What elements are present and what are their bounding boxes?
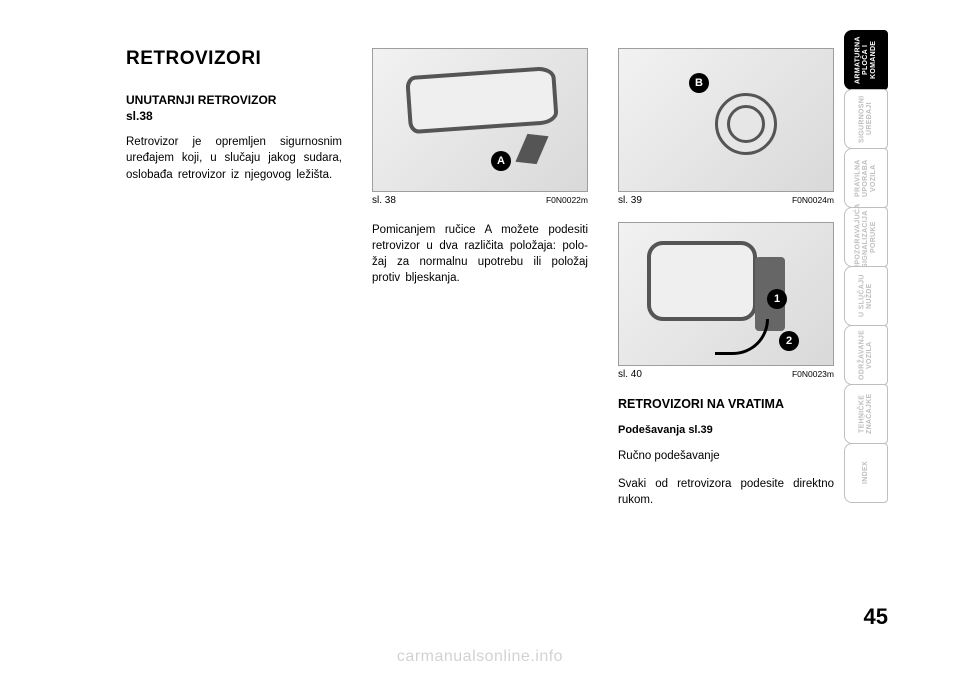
figure-40-bubble-1: 1: [767, 289, 787, 309]
section1-heading-l1: UNUTARNJI RETROVIZOR: [126, 93, 276, 107]
figure-39-image: B: [618, 48, 834, 192]
figure-39-label: sl. 39: [618, 195, 642, 206]
section1-heading-l2: sl.38: [126, 109, 153, 123]
tab-armaturna[interactable]: ARMATURNA PLOČA I KOMANDE: [844, 30, 888, 90]
tab-pravilna[interactable]: PRAVILNA UPORABA VOZILA: [844, 148, 888, 208]
figure-40: 1 2 sl. 40 F0N0023m: [618, 222, 834, 380]
watermark: carmanualsonline.info: [397, 648, 563, 666]
tab-index[interactable]: INDEX: [844, 443, 888, 503]
figure-39-caption: sl. 39 F0N0024m: [618, 195, 834, 206]
column-2: A sl. 38 F0N0022m Pomicanjem ručice A mo…: [372, 48, 588, 520]
figure-40-caption: sl. 40 F0N0023m: [618, 369, 834, 380]
content-columns: RETROVIZORI UNUTARNJI RETROVIZOR sl.38 R…: [126, 48, 840, 520]
manual-page: RETROVIZORI UNUTARNJI RETROVIZOR sl.38 R…: [0, 0, 960, 678]
figure-39-bubble-b: B: [689, 73, 709, 93]
figure-38: A sl. 38 F0N0022m: [372, 48, 588, 206]
tab-tehnicke[interactable]: TEHNIČKE ZNAČAJKE: [844, 384, 888, 444]
column-3: B sl. 39 F0N0024m 1 2 sl. 40: [618, 48, 834, 520]
figure-38-label: sl. 38: [372, 195, 396, 206]
tab-sigurnosni[interactable]: SIGURNOSNI UREĐAJI: [844, 89, 888, 149]
figure-40-code: F0N0023m: [792, 369, 834, 380]
section2-sub: Podešavanja sl.39: [618, 423, 834, 438]
figure-39: B sl. 39 F0N0024m: [618, 48, 834, 206]
figure-40-image: 1 2: [618, 222, 834, 366]
side-tabs: ARMATURNA PLOČA I KOMANDE SIGURNOSNI URE…: [844, 30, 888, 502]
column-1: RETROVIZORI UNUTARNJI RETROVIZOR sl.38 R…: [126, 48, 342, 520]
section1-body: Retrovizor je opremljen sigurnosnim uređ…: [126, 134, 342, 182]
figure-39-code: F0N0024m: [792, 195, 834, 206]
figure-38-code: F0N0022m: [546, 195, 588, 206]
mid-paragraph: Pomicanjem ručice A možete podesiti retr…: [372, 222, 588, 286]
section1-heading: UNUTARNJI RETROVIZOR sl.38: [126, 92, 342, 124]
section2-line2: Svaki od retrovizora podesite direktno r…: [618, 476, 834, 508]
tab-upozoravajuca[interactable]: UPOZORAVAJUĆA SIGNALIZACIJA I PORUKE: [844, 207, 888, 267]
figure-38-image: A: [372, 48, 588, 192]
tab-odrzavanje[interactable]: ODRŽAVANJE VOZILA: [844, 325, 888, 385]
page-title: RETROVIZORI: [126, 48, 342, 70]
tab-uslucaju[interactable]: U SLUČAJU NUŽDE: [844, 266, 888, 326]
section2-heading: RETROVIZORI NA VRATIMA: [618, 396, 834, 413]
figure-38-bubble-a: A: [491, 151, 511, 171]
figure-40-bubble-2: 2: [779, 331, 799, 351]
figure-40-label: sl. 40: [618, 369, 642, 380]
page-number: 45: [864, 604, 888, 630]
section2-line1: Ručno podešavanje: [618, 448, 834, 464]
figure-38-caption: sl. 38 F0N0022m: [372, 195, 588, 206]
